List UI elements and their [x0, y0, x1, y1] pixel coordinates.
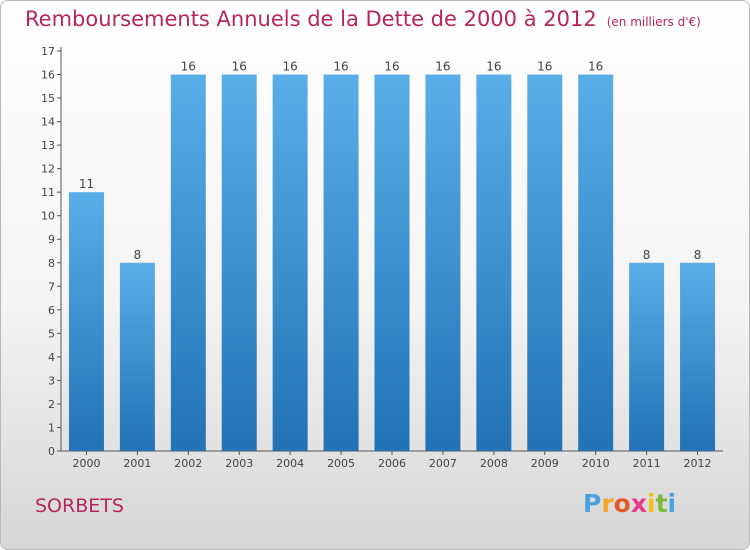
- bar: [68, 192, 104, 452]
- x-tick-label: 2006: [378, 457, 406, 470]
- bar: [425, 74, 461, 451]
- chart-title-text: Remboursements Annuels de la Dette de 20…: [25, 7, 597, 31]
- y-tick-label: 3: [48, 374, 55, 387]
- town-name: SORBETS: [35, 495, 124, 517]
- proxiti-logo: Proxiti: [583, 489, 677, 518]
- y-tick-label: 10: [41, 210, 55, 223]
- x-tick-label: 2009: [531, 457, 559, 470]
- bar: [323, 74, 359, 451]
- data-label: 16: [181, 60, 196, 74]
- data-label: 16: [283, 60, 298, 74]
- bar: [272, 74, 308, 451]
- x-tick-label: 2008: [480, 457, 508, 470]
- y-tick-label: 8: [48, 257, 55, 270]
- bar: [221, 74, 257, 451]
- y-tick-label: 1: [48, 421, 55, 434]
- bar: [119, 262, 155, 451]
- y-tick-label: 13: [41, 139, 55, 152]
- data-label: 16: [537, 60, 552, 74]
- x-tick-label: 2004: [276, 457, 304, 470]
- y-tick-label: 7: [48, 280, 55, 293]
- x-tick-label: 2007: [429, 457, 457, 470]
- y-tick-label: 17: [41, 45, 55, 58]
- x-tick-label: 2000: [72, 457, 100, 470]
- data-label: 16: [588, 60, 603, 74]
- bar: [578, 74, 614, 451]
- y-tick-label: 15: [41, 92, 55, 105]
- data-label: 16: [232, 60, 247, 74]
- x-tick-label: 2012: [684, 457, 712, 470]
- bar: [476, 74, 512, 451]
- bar: [527, 74, 563, 451]
- data-label: 16: [333, 60, 348, 74]
- x-tick-label: 2010: [582, 457, 610, 470]
- x-tick-label: 2002: [174, 457, 202, 470]
- y-tick-label: 16: [41, 69, 55, 82]
- y-tick-label: 11: [41, 186, 55, 199]
- bar: [629, 262, 665, 451]
- y-tick-label: 0: [48, 445, 55, 458]
- x-tick-label: 2003: [225, 457, 253, 470]
- y-tick-label: 5: [48, 327, 55, 340]
- y-tick-label: 12: [41, 163, 55, 176]
- data-label: 16: [384, 60, 399, 74]
- y-tick-label: 4: [48, 351, 55, 364]
- data-label: 8: [694, 248, 702, 262]
- x-tick-label: 2011: [633, 457, 661, 470]
- bar: [374, 74, 410, 451]
- y-tick-label: 9: [48, 233, 55, 246]
- bar: [680, 262, 716, 451]
- chart-subtitle: (en milliers d'€): [606, 15, 701, 29]
- data-label: 8: [134, 248, 142, 262]
- data-label: 16: [486, 60, 501, 74]
- x-tick-label: 2005: [327, 457, 355, 470]
- x-tick-label: 2001: [123, 457, 151, 470]
- data-label: 8: [643, 248, 651, 262]
- y-tick-label: 14: [41, 116, 55, 129]
- y-tick-label: 2: [48, 398, 55, 411]
- data-label: 16: [435, 60, 450, 74]
- data-label: 11: [79, 177, 94, 191]
- y-tick-label: 6: [48, 304, 55, 317]
- chart-title: Remboursements Annuels de la Dette de 20…: [25, 7, 701, 31]
- bar: [170, 74, 206, 451]
